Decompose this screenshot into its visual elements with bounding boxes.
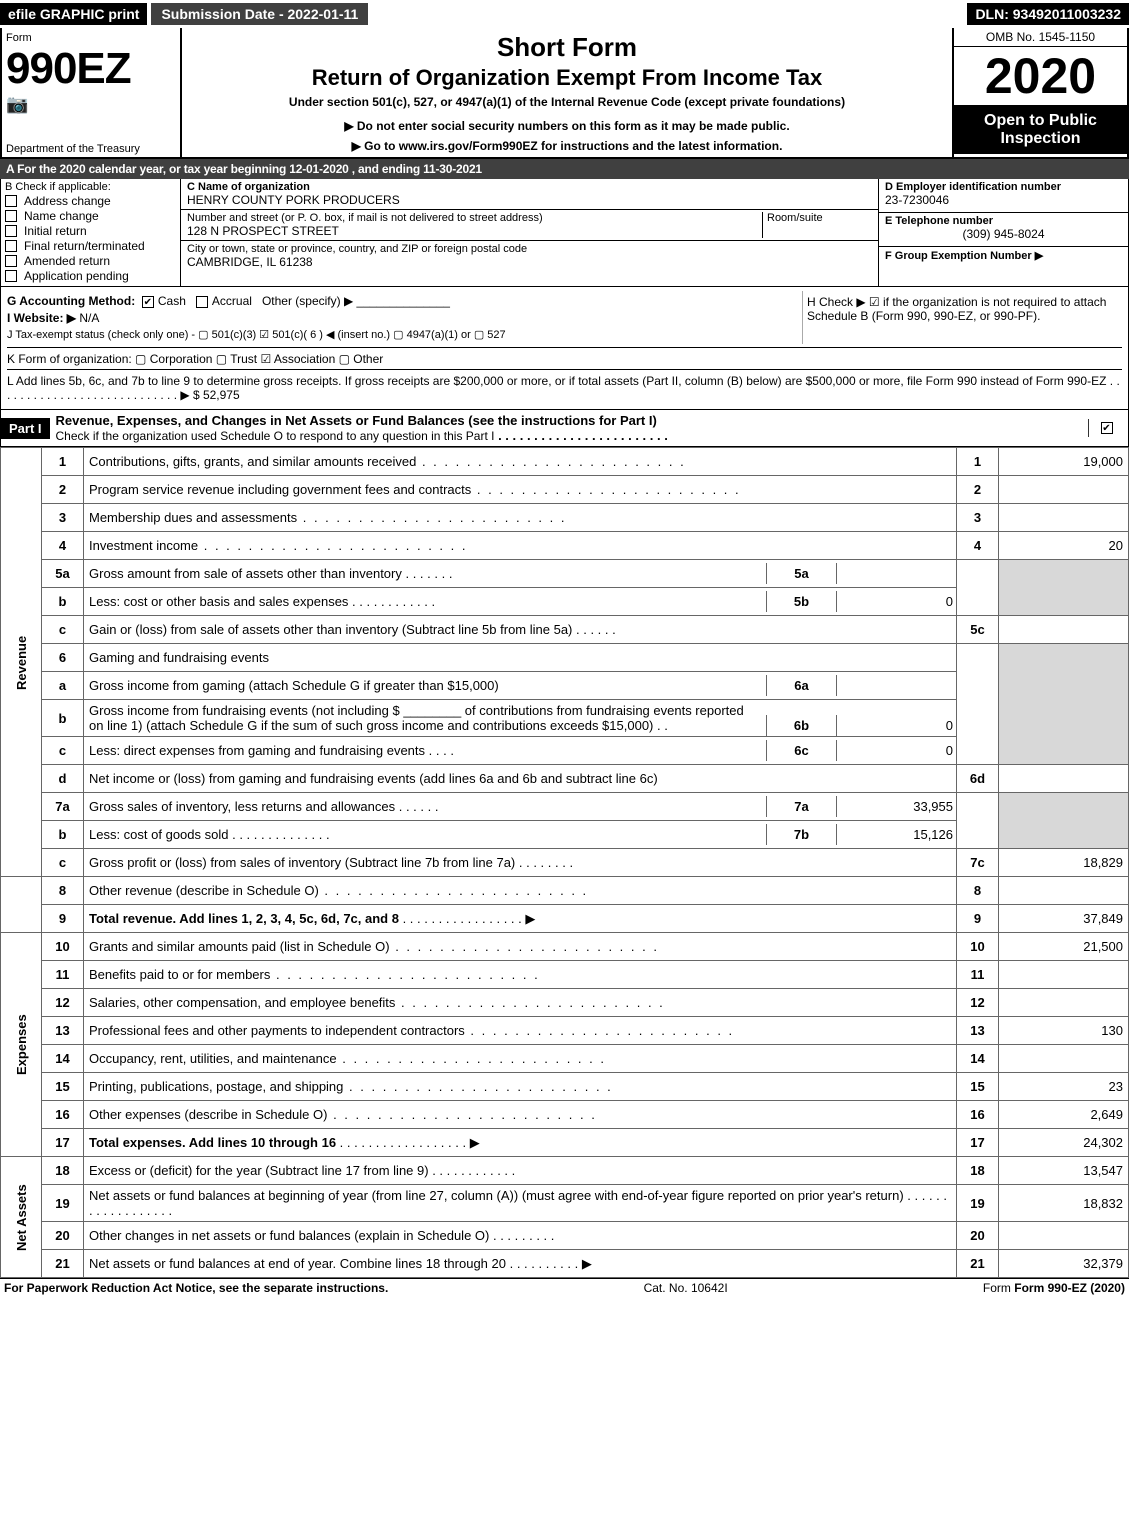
- part1-badge: Part I: [1, 418, 50, 439]
- chk-amended-return[interactable]: Amended return: [5, 254, 176, 268]
- group-exemption-label: F Group Exemption Number ▶: [885, 249, 1122, 262]
- footer-right: Form Form 990-EZ (2020): [983, 1281, 1125, 1295]
- box-b-label: B Check if applicable:: [5, 181, 176, 193]
- ein-label: D Employer identification number: [885, 181, 1122, 193]
- org-street: 128 N PROSPECT STREET: [187, 224, 762, 238]
- ein-value: 23-7230046: [885, 193, 1122, 207]
- row-16: 16Other expenses (describe in Schedule O…: [1, 1101, 1129, 1129]
- note-ssn: ▶ Do not enter social security numbers o…: [188, 119, 946, 133]
- box-def: D Employer identification number 23-7230…: [878, 179, 1128, 286]
- row-2: 2Program service revenue including gover…: [1, 476, 1129, 504]
- chk-accrual[interactable]: [196, 296, 208, 308]
- part1-sched-o-check[interactable]: [1101, 422, 1113, 434]
- part1-title: Revenue, Expenses, and Changes in Net As…: [50, 410, 1088, 446]
- row-5c: cGain or (loss) from sale of assets othe…: [1, 616, 1129, 644]
- room-label: Room/suite: [767, 212, 872, 224]
- page-footer: For Paperwork Reduction Act Notice, see …: [0, 1278, 1129, 1297]
- row-6d: dNet income or (loss) from gaming and fu…: [1, 765, 1129, 793]
- row-10: Expenses10Grants and similar amounts pai…: [1, 933, 1129, 961]
- box-c: C Name of organization HENRY COUNTY PORK…: [181, 179, 878, 286]
- line-i: I Website: ▶ N/A: [7, 311, 802, 325]
- section-expenses: Expenses: [1, 933, 42, 1157]
- header-left: Form 990EZ 📷 Department of the Treasury: [2, 28, 182, 157]
- footer-mid: Cat. No. 10642I: [644, 1281, 728, 1295]
- addr-label: Number and street (or P. O. box, if mail…: [187, 212, 762, 224]
- org-city: CAMBRIDGE, IL 61238: [187, 255, 872, 269]
- row-14: 14Occupancy, rent, utilities, and mainte…: [1, 1045, 1129, 1073]
- row-13: 13Professional fees and other payments t…: [1, 1017, 1129, 1045]
- row-1: Revenue 1 Contributions, gifts, grants, …: [1, 448, 1129, 476]
- box-b: B Check if applicable: Address change Na…: [1, 179, 181, 286]
- line-k: K Form of organization: ▢ Corporation ▢ …: [7, 347, 1122, 366]
- chk-name-change[interactable]: Name change: [5, 209, 176, 223]
- lines-g-l: G Accounting Method: Cash Accrual Other …: [0, 287, 1129, 410]
- row-7c: cGross profit or (loss) from sales of in…: [1, 849, 1129, 877]
- section-revenue: Revenue: [1, 448, 42, 877]
- row-17: 17Total expenses. Add lines 10 through 1…: [1, 1129, 1129, 1157]
- line-j: J Tax-exempt status (check only one) - ▢…: [7, 328, 802, 341]
- row-9: 9Total revenue. Add lines 1, 2, 3, 4, 5c…: [1, 905, 1129, 933]
- form-number: 990EZ: [6, 44, 176, 94]
- chk-address-change[interactable]: Address change: [5, 194, 176, 208]
- row-21: 21Net assets or fund balances at end of …: [1, 1250, 1129, 1278]
- omb-number: OMB No. 1545-1150: [954, 28, 1127, 47]
- row-7a: 7aGross sales of inventory, less returns…: [1, 793, 1129, 821]
- part1-body: Revenue 1 Contributions, gifts, grants, …: [0, 447, 1129, 1278]
- row-20: 20Other changes in net assets or fund ba…: [1, 1222, 1129, 1250]
- title1: Short Form: [188, 32, 946, 63]
- efile-print[interactable]: efile GRAPHIC print: [0, 3, 147, 25]
- chk-final-return[interactable]: Final return/terminated: [5, 239, 176, 253]
- name-label: C Name of organization: [187, 181, 872, 193]
- submission-date: Submission Date - 2022-01-11: [151, 3, 368, 25]
- chk-initial-return[interactable]: Initial return: [5, 224, 176, 238]
- part1-table: Revenue 1 Contributions, gifts, grants, …: [0, 447, 1129, 1278]
- dln: DLN: 93492011003232: [967, 3, 1129, 25]
- chk-cash[interactable]: [142, 296, 154, 308]
- form-header: Form 990EZ 📷 Department of the Treasury …: [0, 28, 1129, 159]
- form-word: Form: [6, 32, 176, 44]
- line-a: A For the 2020 calendar year, or tax yea…: [0, 159, 1129, 179]
- row-18: Net Assets18Excess or (deficit) for the …: [1, 1157, 1129, 1185]
- title2: Return of Organization Exempt From Incom…: [188, 65, 946, 91]
- row-4: 4Investment income420: [1, 532, 1129, 560]
- dept-label: Department of the Treasury: [6, 143, 140, 155]
- org-name: HENRY COUNTY PORK PRODUCERS: [187, 193, 872, 207]
- row-12: 12Salaries, other compensation, and empl…: [1, 989, 1129, 1017]
- phone-label: E Telephone number: [885, 215, 1122, 227]
- section-netassets: Net Assets: [1, 1157, 42, 1278]
- open-to-public: Open to Public Inspection: [954, 106, 1127, 154]
- header-mid: Short Form Return of Organization Exempt…: [182, 28, 952, 157]
- row-11: 11Benefits paid to or for members11: [1, 961, 1129, 989]
- line-h: H Check ▶ ☑ if the organization is not r…: [802, 291, 1122, 344]
- row-8: 8Other revenue (describe in Schedule O)8: [1, 877, 1129, 905]
- line-g: G Accounting Method: Cash Accrual Other …: [7, 294, 802, 308]
- row-19: 19Net assets or fund balances at beginni…: [1, 1185, 1129, 1222]
- top-bar: efile GRAPHIC print Submission Date - 20…: [0, 0, 1129, 28]
- footer-left: For Paperwork Reduction Act Notice, see …: [4, 1281, 388, 1295]
- note-instructions: ▶ Go to www.irs.gov/Form990EZ for instru…: [188, 139, 946, 153]
- header-right: OMB No. 1545-1150 2020 Open to Public In…: [952, 28, 1127, 157]
- row-5a: 5aGross amount from sale of assets other…: [1, 560, 1129, 588]
- subtitle: Under section 501(c), 527, or 4947(a)(1)…: [188, 95, 946, 109]
- city-label: City or town, state or province, country…: [187, 243, 872, 255]
- identity-box: B Check if applicable: Address change Na…: [0, 179, 1129, 287]
- part1-header-row: Part I Revenue, Expenses, and Changes in…: [0, 410, 1129, 447]
- phone-value: (309) 945-8024: [885, 227, 1122, 241]
- row-6: 6Gaming and fundraising events: [1, 644, 1129, 672]
- row-15: 15Printing, publications, postage, and s…: [1, 1073, 1129, 1101]
- line-l: L Add lines 5b, 6c, and 7b to line 9 to …: [7, 369, 1122, 402]
- tax-year: 2020: [954, 47, 1127, 106]
- chk-application-pending[interactable]: Application pending: [5, 269, 176, 283]
- row-3: 3Membership dues and assessments3: [1, 504, 1129, 532]
